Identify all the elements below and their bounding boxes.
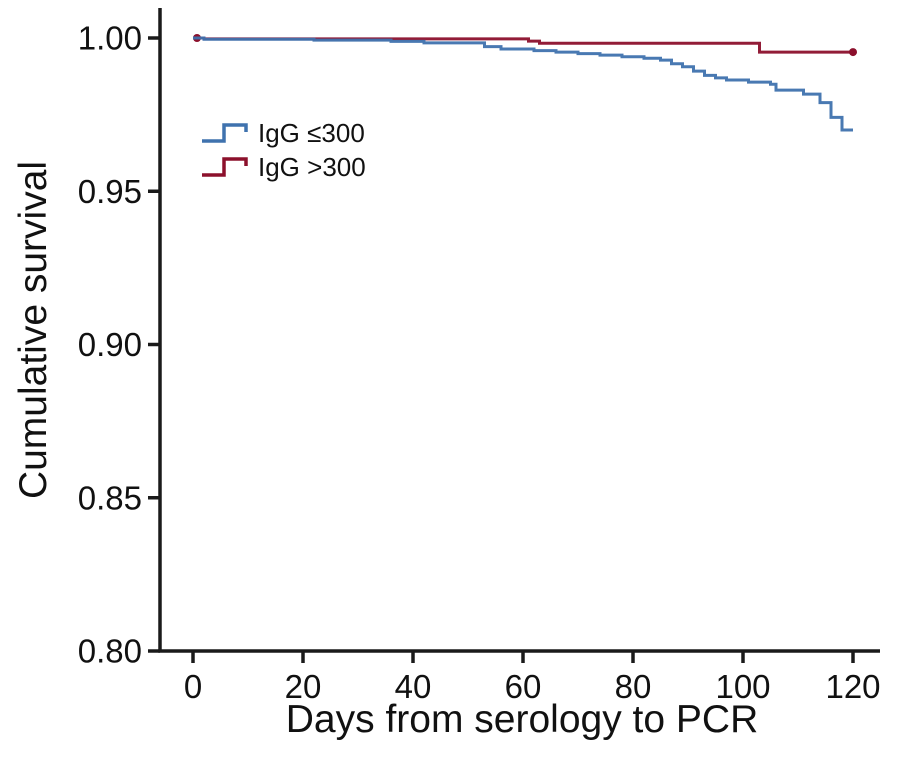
x-tick-label: 40 [395, 668, 432, 705]
y-tick-label: 1.00 [78, 20, 142, 57]
x-tick-label: 80 [615, 668, 652, 705]
x-tick-label: 20 [285, 668, 322, 705]
legend-step-glyph-igg-gt-300 [202, 157, 248, 177]
y-tick-label: 0.95 [78, 173, 142, 210]
x-axis-title: Days from serology to PCR [285, 698, 759, 741]
legend-step-glyph-igg-le-300 [202, 123, 248, 143]
series-igg-gt-300-end-cap [849, 48, 857, 57]
y-tick-label: 0.90 [78, 326, 142, 363]
y-tick-label: 0.80 [78, 633, 142, 670]
y-axis-title: Cumulative survival [12, 160, 55, 500]
legend-label-igg-le-300: IgG ≤300 [258, 118, 365, 148]
x-tick-label: 60 [505, 668, 542, 705]
series-igg-le-300 [193, 36, 853, 132]
legend-label-igg-gt-300: IgG >300 [258, 152, 366, 182]
x-tick-label: 100 [715, 668, 770, 705]
y-tick-label: 0.85 [78, 479, 142, 516]
x-tick-label: 0 [184, 668, 202, 705]
x-tick-label: 120 [825, 668, 880, 705]
